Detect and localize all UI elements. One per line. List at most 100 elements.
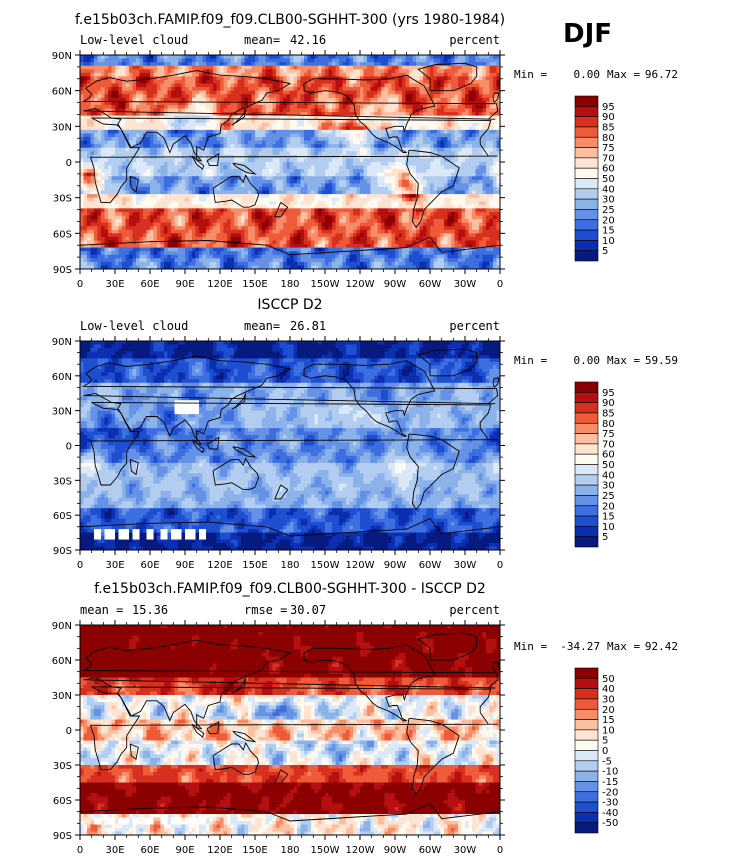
- y-tick-label: 90S: [53, 831, 72, 842]
- coastline: [81, 355, 499, 446]
- panel-1: f.e15b03ch.FAMIP.f09_f09.CLB00-SGHHT-300…: [52, 12, 678, 290]
- coastline: [492, 377, 500, 388]
- colorbar-swatch: [574, 708, 599, 720]
- colorbar-label: 5: [602, 532, 608, 543]
- colorbar-swatch: [574, 106, 599, 117]
- colorbar-swatch: [574, 526, 599, 537]
- x-tick-label: 90E: [175, 279, 194, 290]
- panel-3-mean-label: mean =: [80, 603, 123, 617]
- y-tick-label: 90N: [52, 621, 72, 632]
- coastline: [492, 92, 500, 103]
- panel-2-min-label: Min =: [514, 354, 547, 367]
- colorbar-swatch: [574, 791, 599, 803]
- colorbar-label: -10: [602, 767, 618, 778]
- panel-3-max-label: Max =: [607, 640, 640, 653]
- colorbar-label: 25: [602, 205, 615, 216]
- colorbar-swatch: [574, 209, 599, 221]
- x-tick-label: 150E: [242, 279, 267, 290]
- x-tick-label: 150E: [242, 845, 267, 856]
- colorbar-swatch: [574, 136, 599, 148]
- y-tick-label: 0: [66, 158, 72, 169]
- panel-3-mean-value: 15.36: [132, 603, 168, 617]
- colorbar-label: -30: [602, 798, 618, 809]
- colorbar-swatch: [574, 698, 599, 710]
- y-tick-label: 90S: [53, 265, 72, 276]
- panel-3-min-label: Min =: [514, 640, 547, 653]
- coastline: [81, 639, 499, 730]
- panel-3-axes: 0 30E 60E 90E 120E 150E 180 150W 120W 90W 60W 30W 09…: [52, 620, 505, 856]
- colorbar-label: 20: [602, 215, 615, 226]
- colorbar-label: 90: [602, 112, 615, 123]
- colorbar-swatch: [574, 402, 599, 414]
- x-tick-label: 150W: [311, 279, 340, 290]
- colorbar-swatch: [574, 198, 599, 210]
- x-tick-label: 60E: [140, 560, 159, 571]
- coastline: [191, 155, 205, 170]
- colorbar-label: 50: [602, 674, 615, 685]
- panel-3-map: [79, 624, 501, 836]
- panel-2-units: percent: [449, 319, 500, 333]
- colorbar-label: 30: [602, 694, 615, 705]
- panel-2: ISCCP D2 Low-level cloud mean= 26.81 per…: [52, 297, 678, 571]
- coastline: [274, 202, 289, 218]
- colorbar-label: 50: [602, 174, 615, 185]
- colorbar-label: 85: [602, 122, 615, 133]
- colorbar-label: 75: [602, 429, 615, 440]
- panel-2-axes: 0 30E 60E 90E 120E 150E 180 150W 120W 90W 60W 30W 09…: [52, 336, 505, 571]
- colorbar-label: 40: [602, 684, 615, 695]
- y-tick-label: 30S: [53, 194, 72, 205]
- x-tick-label: 60W: [419, 560, 442, 571]
- x-tick-label: 120W: [346, 279, 375, 290]
- coastline: [191, 723, 205, 738]
- x-tick-label: 30E: [105, 845, 124, 856]
- colorbar-label: 70: [602, 153, 615, 164]
- colorbar-label: 10: [602, 725, 615, 736]
- colorbar-swatch: [574, 484, 599, 496]
- x-tick-label: 180: [280, 279, 299, 290]
- panel-2-max-value: 59.59: [645, 354, 678, 367]
- colorbar-label: 80: [602, 133, 615, 144]
- colorbar-swatch: [574, 116, 599, 128]
- colorbar-swatch: [574, 729, 599, 741]
- colorbar-swatch: [574, 505, 599, 517]
- colorbar-swatch: [574, 464, 599, 476]
- coastline: [129, 743, 139, 760]
- panel-2-mean-value: 26.81: [290, 319, 326, 333]
- panel-1-title: f.e15b03ch.FAMIP.f09_f09.CLB00-SGHHT-300…: [75, 12, 505, 28]
- x-tick-label: 120E: [207, 279, 232, 290]
- coastline: [406, 433, 460, 511]
- colorbar-swatch: [574, 381, 599, 393]
- x-tick-label: 30W: [454, 279, 477, 290]
- colorbar-swatch: [574, 739, 599, 751]
- panel-2-title: ISCCP D2: [257, 297, 322, 313]
- coastline: [232, 730, 257, 743]
- colorbar-label: 25: [602, 491, 615, 502]
- colorbar-label: 40: [602, 184, 615, 195]
- coastline: [231, 108, 247, 126]
- colorbar-label: 20: [602, 705, 615, 716]
- coastline: [89, 402, 498, 486]
- colorbar-label: 80: [602, 419, 615, 430]
- colorbar-swatch: [574, 147, 599, 159]
- coastline: [212, 457, 259, 491]
- colorbar-label: 70: [602, 439, 615, 450]
- panel-1-mean-value: 42.16: [290, 33, 326, 47]
- x-tick-label: 60E: [140, 845, 159, 856]
- panel-3: f.e15b03ch.FAMIP.f09_f09.CLB00-SGHHT-300…: [52, 581, 678, 856]
- coastline: [206, 436, 220, 450]
- x-tick-label: 30W: [454, 845, 477, 856]
- x-tick-label: 0: [77, 279, 83, 290]
- x-tick-label: 150W: [311, 560, 340, 571]
- colorbar-swatch: [574, 781, 599, 793]
- colorbar-swatch: [574, 770, 599, 782]
- panel-1-axes: 0 30E 60E 90E 120E 150E 180 150W 120W 90W 60W 30W 09…: [52, 50, 505, 290]
- panel-1-max-label: Max =: [607, 68, 640, 81]
- colorbar-label: 75: [602, 143, 615, 154]
- y-tick-label: 30N: [52, 691, 72, 702]
- x-tick-label: 0: [497, 560, 503, 571]
- y-tick-label: 60N: [52, 87, 72, 98]
- colorbar-swatch: [574, 719, 599, 731]
- colorbar-swatch: [574, 515, 599, 527]
- map-field: [80, 625, 500, 835]
